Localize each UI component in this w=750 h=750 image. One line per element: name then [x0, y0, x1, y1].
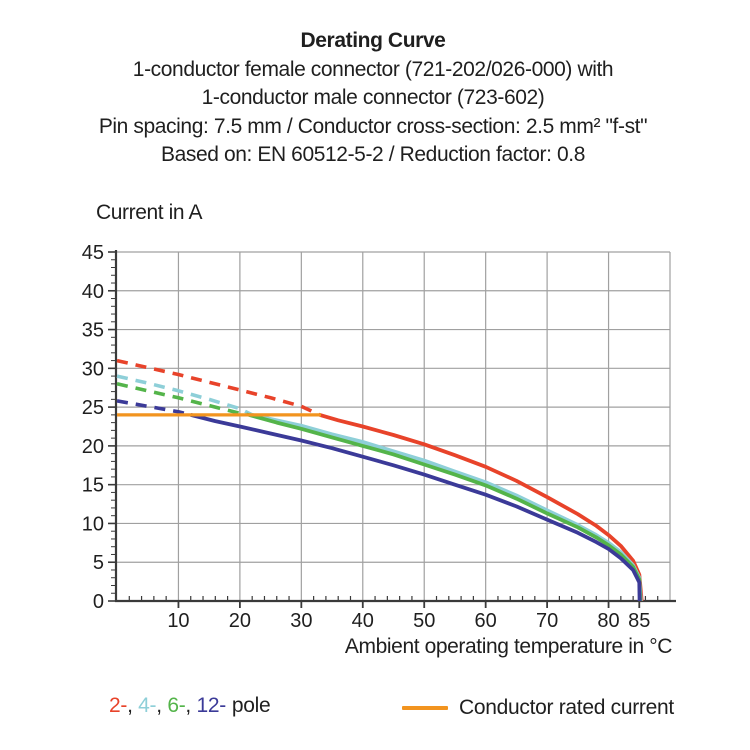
y-tick-label: 0	[93, 591, 104, 613]
x-tick-label: 70	[536, 610, 558, 632]
curve-4-pole-dashed	[116, 374, 254, 417]
legend-separator: ,	[185, 694, 197, 717]
axes	[114, 250, 676, 603]
y-tick-label: 25	[82, 397, 104, 419]
legend-pole-2: 2-	[109, 694, 128, 717]
chart-subtitle-line-1: 1-conductor female connector (721-202/02…	[132, 57, 614, 81]
chart-title-block: Derating Curve 1-conductor female connec…	[0, 27, 746, 170]
x-tick-label: 10	[167, 610, 189, 632]
y-tick-label: 20	[82, 436, 104, 458]
y-tick-label: 35	[82, 320, 104, 342]
legend-pole-6: 6-	[167, 694, 186, 717]
x-tick-label: 30	[290, 610, 312, 632]
legend-separator: ,	[156, 694, 168, 717]
tick-labels: 0 5 10 15 20 25 30 35 40 45 10 20 30 40 50 60 70 80 85	[82, 242, 651, 632]
rated-current-label: Conductor rated current	[459, 696, 674, 719]
x-tick-label: 80	[597, 610, 619, 632]
y-tick-label: 10	[82, 513, 104, 535]
curve-6-pole	[248, 413, 643, 602]
legend-pole-suffix: pole	[231, 694, 271, 717]
y-tick-label: 45	[82, 242, 104, 264]
series-curves	[116, 358, 644, 602]
y-tick-label: 5	[93, 552, 104, 574]
chart-title: Derating Curve	[300, 29, 446, 52]
y-axis-title: Current in A	[96, 201, 203, 224]
x-tick-label: 50	[413, 610, 435, 632]
curve-12-pole-dashed	[116, 399, 192, 417]
curve-6-pole-dashed	[116, 382, 250, 417]
y-tick-label: 40	[82, 281, 104, 303]
rated-current-swatch	[402, 706, 448, 710]
chart-subtitle-line-2: 1-conductor male connector (723-602)	[201, 86, 545, 109]
y-tick-label: 30	[82, 358, 104, 380]
rated-current-legend: Conductor rated current	[402, 694, 674, 722]
x-tick-label: 20	[229, 610, 251, 632]
y-tick-label: 15	[82, 475, 104, 497]
x-tick-label: 60	[475, 610, 497, 632]
x-axis-title: Ambient operating temperature in °C	[344, 635, 672, 658]
x-tick-label: 40	[352, 610, 374, 632]
legend-pole-12: 12-	[196, 694, 226, 717]
x-tick-label: 85	[628, 610, 650, 632]
curve-12-pole	[190, 413, 642, 602]
legend-pole-4: 4-	[138, 694, 157, 717]
legend-separator: ,	[127, 694, 139, 717]
grid-lines	[117, 251, 671, 601]
poles-legend: 2-, 4-, 6-, 12- pole	[109, 694, 271, 718]
tick-marks	[108, 251, 659, 608]
chart-subtitle-line-3: Pin spacing: 7.5 mm / Conductor cross-se…	[98, 114, 648, 138]
chart-subtitle-line-4: Based on: EN 60512-5-2 / Reduction facto…	[160, 143, 586, 166]
curve-2-pole	[319, 413, 644, 602]
